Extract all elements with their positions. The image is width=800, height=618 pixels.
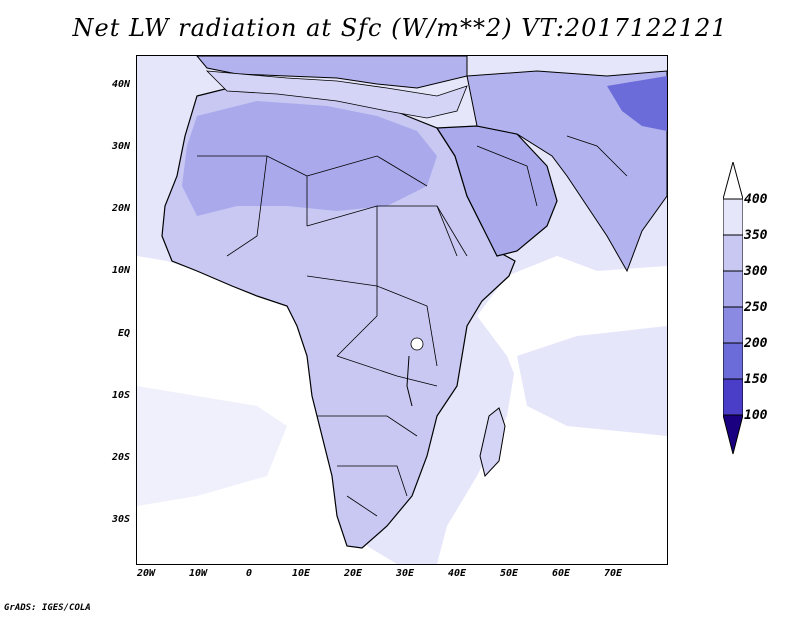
lat-label-30n: 30N (111, 141, 130, 152)
colorbar-label-300: 300 (744, 264, 768, 279)
colorbar-label-350: 350 (744, 228, 768, 243)
lat-label-10n: 10N (111, 265, 130, 276)
lat-label-20s: 20S (111, 452, 130, 463)
colorbar-bin-250-300 (723, 270, 743, 308)
colorbar-label-250: 250 (744, 300, 768, 315)
lon-label-60e: 60E (551, 568, 571, 579)
lon-label-20w: 20W (136, 568, 156, 579)
lon-label-70e: 70E (603, 568, 623, 579)
lon-label-10e: 10E (291, 568, 311, 579)
lake-tanganyika (406, 355, 413, 407)
lat-label-30s: 30S (111, 514, 130, 525)
lat-label-40n: 40N (111, 79, 130, 90)
map-title: Net LW radiation at Sfc (W/m**2) VT:2017… (72, 14, 728, 42)
lat-label-eq: EQ (117, 328, 130, 339)
colorbar-bin-150-200 (723, 342, 743, 380)
map-panel (136, 55, 668, 565)
grads-credit: GrADS: IGES/COLA (4, 603, 91, 613)
atlantic-band (137, 386, 287, 506)
colorbar-label-100: 100 (744, 408, 768, 423)
madagascar (479, 407, 506, 478)
colorbar-bin-350-400 (723, 198, 743, 236)
colorbar-bin-100-150 (723, 378, 743, 416)
lat-label-10s: 10S (111, 390, 130, 401)
lake-victoria (410, 337, 424, 351)
himalaya-dark (607, 76, 667, 131)
colorbar-label-400: 400 (744, 192, 768, 207)
lon-label-50e: 50E (499, 568, 519, 579)
lon-label-20e: 20E (343, 568, 363, 579)
lon-label-0: 0 (245, 568, 253, 579)
colorbar-label-200: 200 (744, 336, 768, 351)
colorbar-bin-200-250 (723, 306, 743, 344)
indian-ocean-band (517, 326, 667, 436)
colorbar-label-150: 150 (744, 372, 768, 387)
colorbar-bin-300-350 (723, 234, 743, 272)
mediterranean-sea (205, 70, 468, 119)
colorbar-top-arrow (723, 162, 743, 200)
colorbar-bottom-arrow (723, 414, 743, 455)
lon-label-10w: 10W (188, 568, 208, 579)
asia-land (466, 70, 667, 273)
europe-land (196, 56, 468, 89)
lat-label-20n: 20N (111, 203, 130, 214)
sahara-dark (182, 101, 437, 216)
colorbar (723, 162, 743, 455)
country-borders (197, 135, 628, 517)
map-canvas (137, 56, 667, 564)
lon-label-40e: 40E (447, 568, 467, 579)
lon-label-30e: 30E (395, 568, 415, 579)
